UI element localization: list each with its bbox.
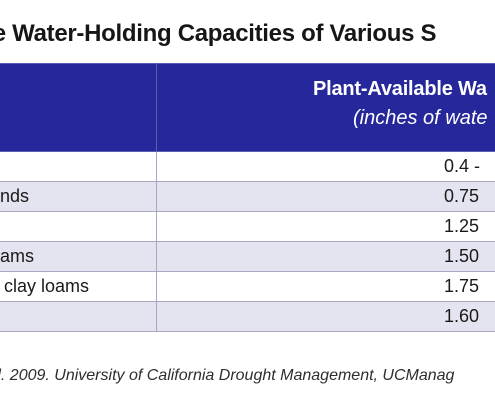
table-row: 1.60 (0, 301, 495, 332)
table-row: 1.25 (0, 211, 495, 242)
value-text: 0.75 (444, 186, 480, 206)
soil-cell (0, 301, 157, 332)
soil-cell: oams (0, 241, 157, 272)
table-title-text: ble Water-Holding Capacities of Various … (0, 20, 437, 47)
table-row: oams 1.50 (0, 241, 495, 272)
table-title: ble Water-Holding Capacities of Various … (0, 14, 495, 54)
value-cell: 1.60 (156, 301, 495, 332)
source-citation: d. 2009. University of California Drough… (0, 367, 495, 391)
source-citation-text: d. 2009. University of California Drough… (0, 367, 455, 384)
value-text: 0.4 - (444, 156, 481, 176)
water-capacity-table: Plant-Available Wa (inches of wate 0.4 -… (0, 63, 495, 332)
soil-cell (0, 211, 157, 242)
value-text: 1.50 (444, 246, 480, 266)
value-cell: 0.75 (156, 181, 495, 212)
value-cell: 1.25 (156, 211, 495, 242)
value-cell: 1.50 (156, 241, 495, 272)
soil-text: y clay loams (1, 276, 90, 296)
header-capacity-unit: (inches of wate (353, 107, 488, 129)
value-text: 1.25 (444, 216, 480, 236)
table-row: ands 0.75 (0, 181, 495, 212)
table-header-row: Plant-Available Wa (inches of wate (0, 63, 495, 152)
table-row: 0.4 - (0, 151, 495, 182)
soil-cell: ands (0, 181, 157, 212)
soil-cell: y clay loams (0, 271, 157, 302)
header-cell-soil (0, 63, 157, 152)
header-capacity-label: Plant-Available Wa (313, 78, 487, 100)
table-row: y clay loams 1.75 (0, 271, 495, 302)
value-text: 1.60 (444, 306, 480, 326)
soil-cell (0, 151, 157, 182)
soil-text: ands (0, 186, 30, 206)
value-text: 1.75 (444, 276, 480, 296)
header-cell-capacity: Plant-Available Wa (inches of wate (156, 63, 495, 152)
value-cell: 1.75 (156, 271, 495, 302)
soil-text: oams (0, 246, 35, 266)
value-cell: 0.4 - (156, 151, 495, 182)
